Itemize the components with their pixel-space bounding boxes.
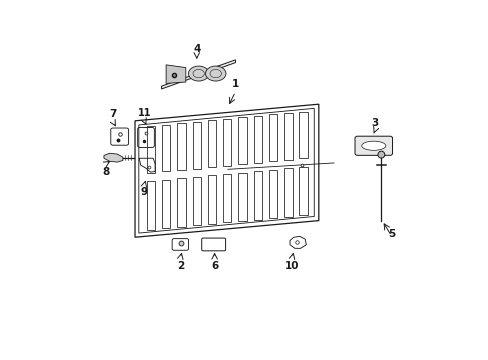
Ellipse shape: [361, 141, 385, 150]
Text: 10: 10: [285, 261, 299, 271]
Polygon shape: [161, 60, 235, 89]
Text: 9: 9: [141, 187, 148, 197]
Text: 2: 2: [177, 261, 184, 271]
Text: 5: 5: [387, 229, 394, 239]
Circle shape: [188, 66, 208, 81]
Text: 7: 7: [109, 109, 117, 120]
FancyBboxPatch shape: [354, 136, 392, 155]
Text: 11: 11: [138, 108, 151, 118]
Polygon shape: [104, 153, 122, 162]
Circle shape: [205, 66, 225, 81]
Text: 3: 3: [370, 118, 378, 128]
Text: 4: 4: [193, 44, 200, 54]
Polygon shape: [166, 65, 185, 84]
Text: 6: 6: [210, 261, 218, 271]
Ellipse shape: [377, 151, 384, 158]
Text: 1: 1: [231, 79, 239, 89]
Text: 8: 8: [102, 167, 109, 176]
